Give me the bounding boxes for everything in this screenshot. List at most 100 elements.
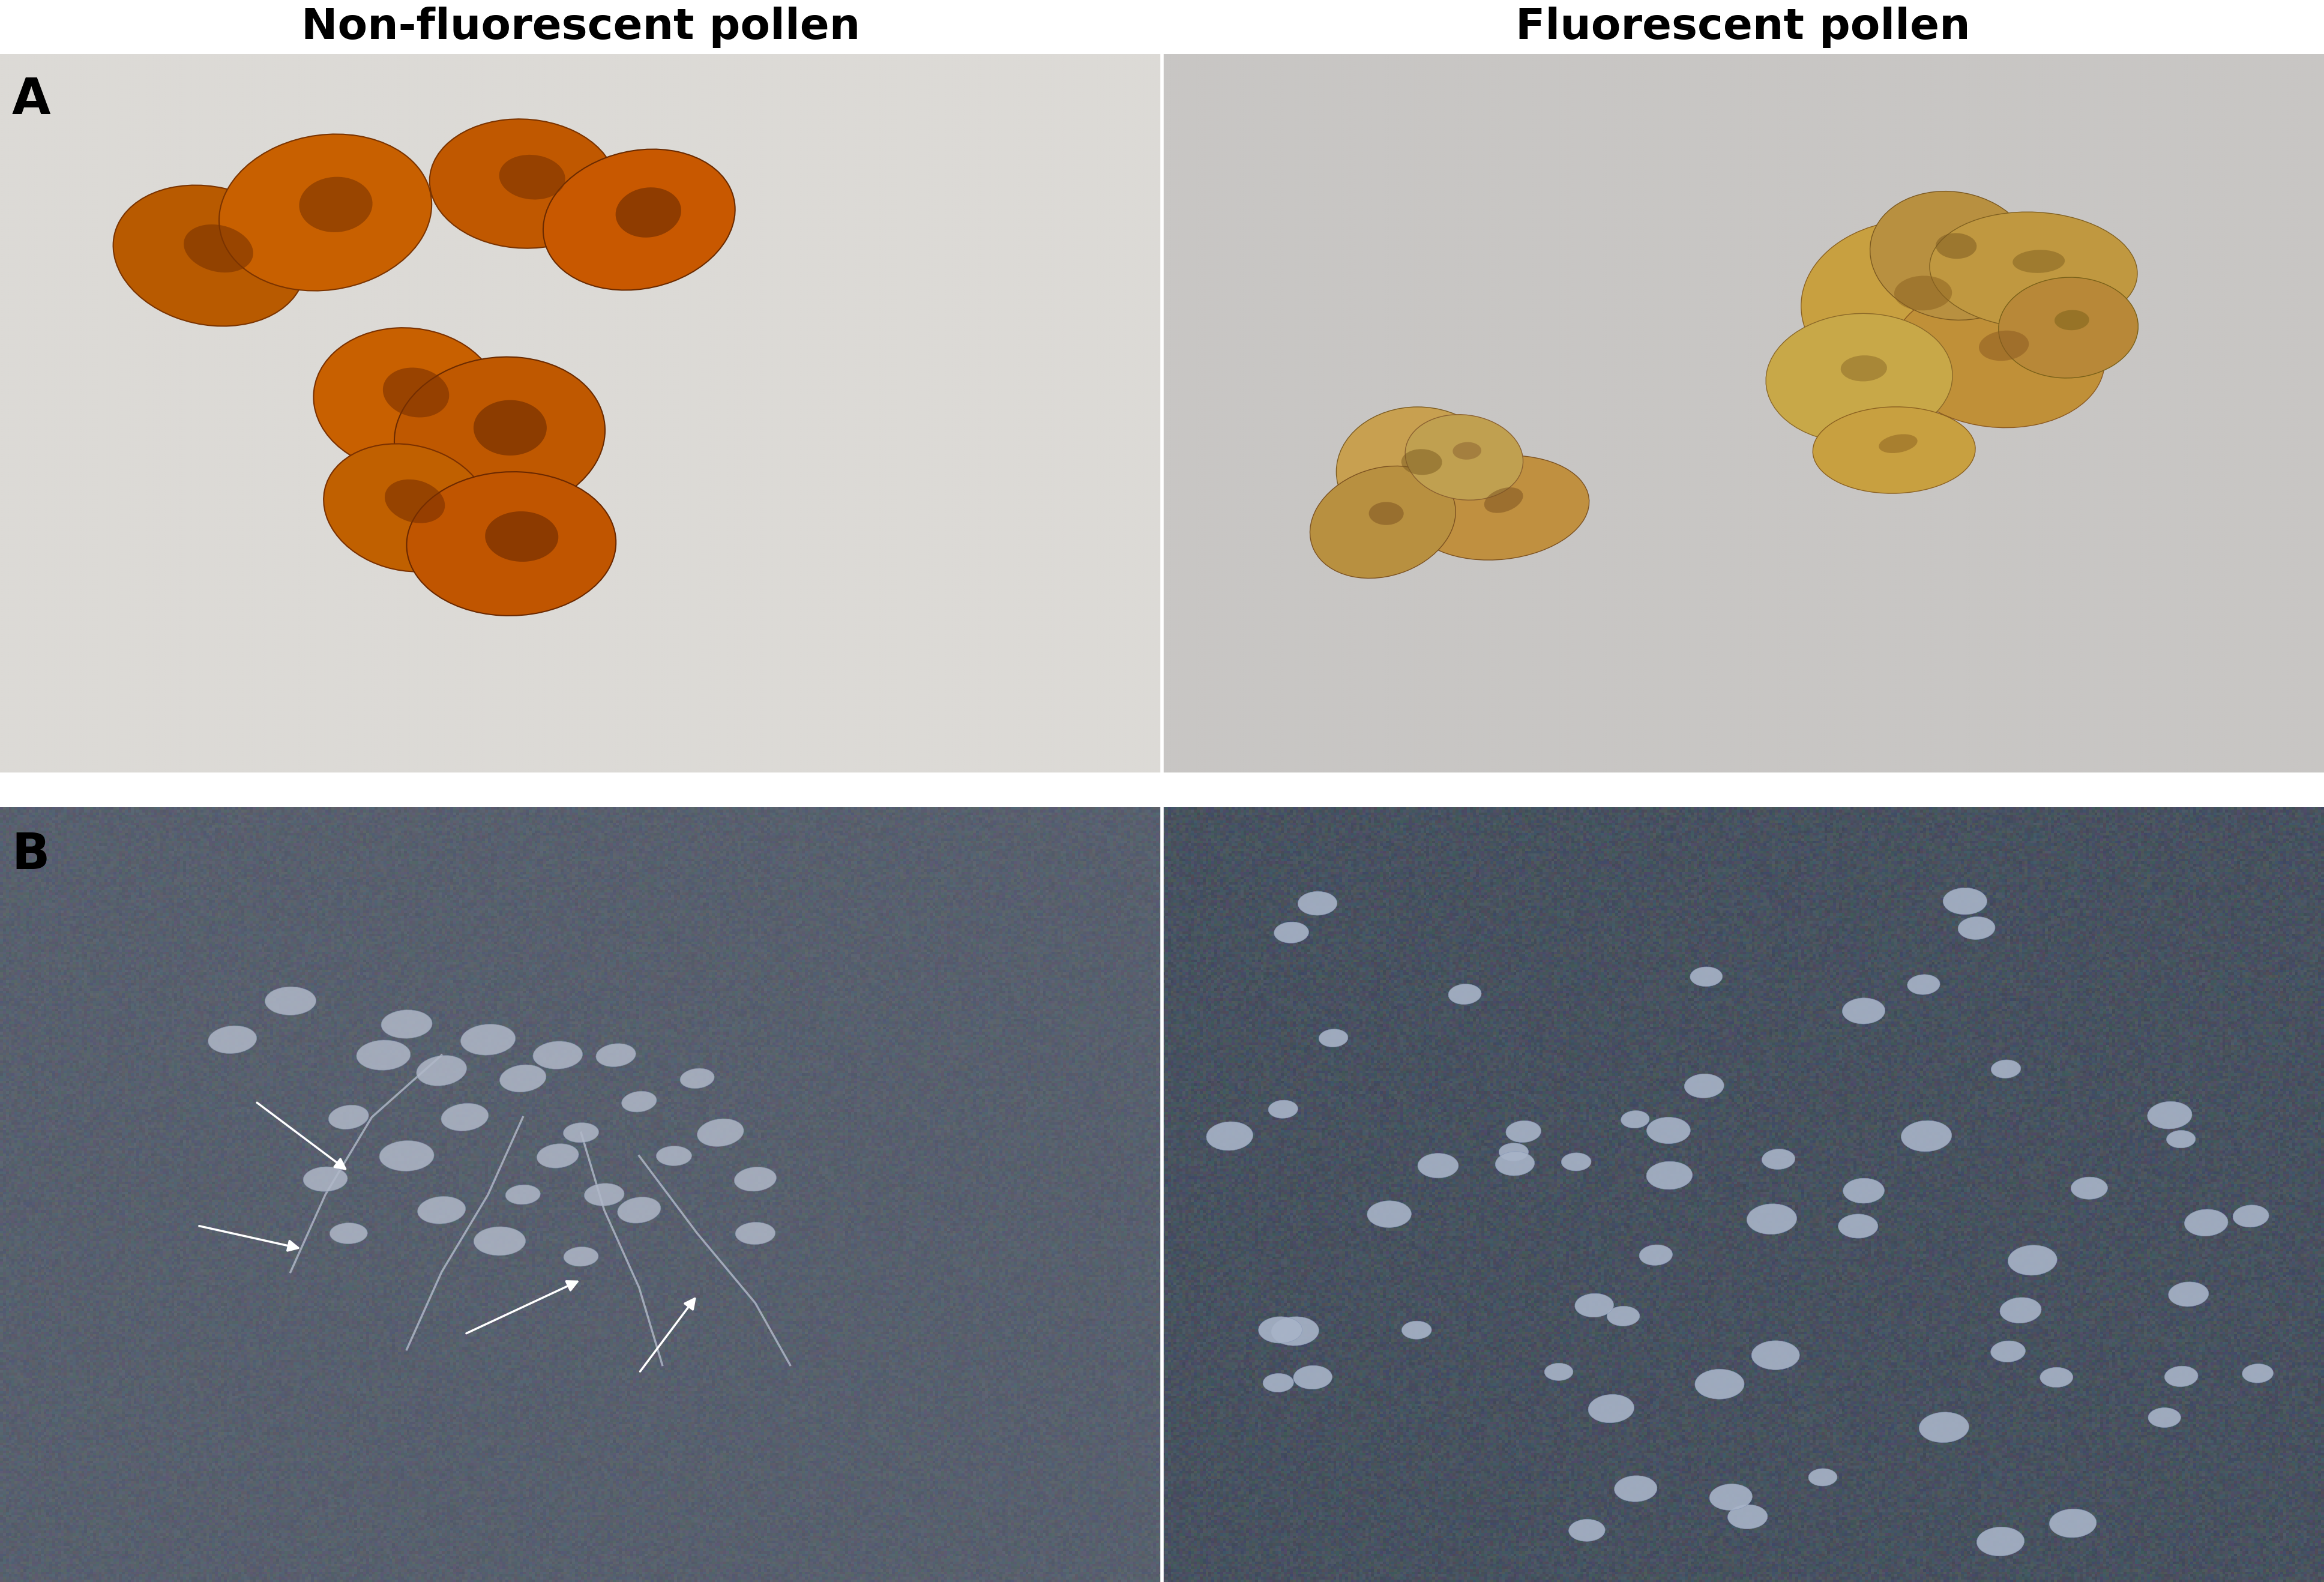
Ellipse shape bbox=[1838, 1213, 1878, 1239]
Ellipse shape bbox=[655, 1145, 693, 1166]
Ellipse shape bbox=[618, 1198, 660, 1223]
Ellipse shape bbox=[265, 987, 316, 1016]
Ellipse shape bbox=[2243, 1364, 2273, 1383]
Ellipse shape bbox=[1894, 275, 1952, 310]
Ellipse shape bbox=[1801, 220, 2034, 392]
Ellipse shape bbox=[1418, 1153, 1459, 1179]
Ellipse shape bbox=[1892, 285, 2106, 427]
Ellipse shape bbox=[1569, 1519, 1606, 1541]
Ellipse shape bbox=[1494, 1152, 1534, 1175]
Ellipse shape bbox=[544, 149, 734, 290]
Ellipse shape bbox=[2040, 1367, 2073, 1387]
Ellipse shape bbox=[1694, 1368, 1745, 1398]
Ellipse shape bbox=[565, 1247, 597, 1266]
Text: Fluorescent pollen: Fluorescent pollen bbox=[1515, 6, 1971, 47]
Ellipse shape bbox=[1606, 1307, 1641, 1326]
Ellipse shape bbox=[621, 1092, 658, 1112]
Ellipse shape bbox=[697, 1118, 744, 1147]
Ellipse shape bbox=[114, 185, 304, 326]
Ellipse shape bbox=[1710, 1484, 1752, 1511]
Ellipse shape bbox=[2008, 1245, 2057, 1275]
Ellipse shape bbox=[486, 511, 558, 562]
Ellipse shape bbox=[2168, 1281, 2208, 1307]
Ellipse shape bbox=[1297, 891, 1336, 916]
Ellipse shape bbox=[300, 177, 372, 233]
Ellipse shape bbox=[1762, 1149, 1794, 1169]
Ellipse shape bbox=[1271, 1316, 1318, 1346]
Ellipse shape bbox=[681, 1068, 713, 1088]
Ellipse shape bbox=[1452, 441, 1480, 460]
Ellipse shape bbox=[2001, 1297, 2040, 1323]
Ellipse shape bbox=[1813, 407, 1975, 494]
Ellipse shape bbox=[2166, 1131, 2196, 1149]
Ellipse shape bbox=[1274, 922, 1308, 943]
Ellipse shape bbox=[1499, 1144, 1529, 1161]
Ellipse shape bbox=[1727, 1504, 1769, 1528]
Ellipse shape bbox=[416, 1055, 467, 1085]
Ellipse shape bbox=[1401, 449, 1443, 475]
Ellipse shape bbox=[381, 1009, 432, 1038]
Ellipse shape bbox=[314, 327, 500, 471]
Ellipse shape bbox=[2164, 1367, 2199, 1387]
Ellipse shape bbox=[500, 155, 565, 199]
Ellipse shape bbox=[537, 1144, 579, 1168]
Ellipse shape bbox=[2185, 1209, 2229, 1236]
Ellipse shape bbox=[474, 400, 546, 456]
Text: B: B bbox=[12, 831, 49, 880]
Ellipse shape bbox=[1929, 212, 2138, 327]
Ellipse shape bbox=[1587, 1394, 1634, 1422]
Ellipse shape bbox=[1485, 487, 1522, 513]
Ellipse shape bbox=[1620, 1111, 1650, 1128]
Ellipse shape bbox=[1545, 1364, 1573, 1381]
Ellipse shape bbox=[395, 358, 604, 514]
Ellipse shape bbox=[2071, 1177, 2108, 1199]
Ellipse shape bbox=[1506, 1120, 1541, 1142]
Ellipse shape bbox=[209, 1025, 256, 1054]
Ellipse shape bbox=[328, 1106, 370, 1130]
Ellipse shape bbox=[1943, 888, 1987, 914]
Ellipse shape bbox=[1269, 1099, 1297, 1118]
Ellipse shape bbox=[1408, 456, 1590, 560]
Ellipse shape bbox=[1843, 998, 1885, 1024]
Ellipse shape bbox=[2050, 1509, 2096, 1538]
Ellipse shape bbox=[1318, 1028, 1348, 1047]
Ellipse shape bbox=[1260, 1316, 1301, 1343]
Ellipse shape bbox=[1841, 356, 1887, 381]
Ellipse shape bbox=[1685, 1074, 1724, 1098]
Ellipse shape bbox=[1748, 1204, 1796, 1234]
Ellipse shape bbox=[583, 1183, 625, 1205]
Ellipse shape bbox=[2147, 1408, 2180, 1427]
Ellipse shape bbox=[386, 479, 444, 524]
Ellipse shape bbox=[1645, 1161, 1692, 1190]
Ellipse shape bbox=[1262, 1373, 1294, 1392]
Ellipse shape bbox=[1978, 331, 2029, 361]
Ellipse shape bbox=[1843, 1179, 1885, 1204]
Ellipse shape bbox=[383, 367, 449, 418]
Ellipse shape bbox=[1752, 1340, 1799, 1370]
Ellipse shape bbox=[1978, 1527, 2024, 1557]
Ellipse shape bbox=[1992, 1060, 2022, 1077]
Ellipse shape bbox=[1336, 407, 1499, 536]
Ellipse shape bbox=[1367, 1201, 1411, 1228]
Ellipse shape bbox=[1401, 1321, 1432, 1338]
Ellipse shape bbox=[1901, 1120, 1952, 1152]
Ellipse shape bbox=[442, 1103, 488, 1131]
Ellipse shape bbox=[1576, 1294, 1613, 1318]
Text: A: A bbox=[12, 76, 51, 125]
Ellipse shape bbox=[1311, 467, 1455, 579]
Ellipse shape bbox=[1766, 313, 1952, 443]
Ellipse shape bbox=[1936, 233, 1978, 259]
Ellipse shape bbox=[734, 1168, 776, 1191]
Ellipse shape bbox=[1448, 984, 1480, 1005]
Ellipse shape bbox=[302, 1166, 349, 1191]
Ellipse shape bbox=[379, 1141, 435, 1171]
Ellipse shape bbox=[407, 471, 616, 615]
Ellipse shape bbox=[1369, 501, 1404, 525]
Ellipse shape bbox=[1959, 916, 1994, 940]
Ellipse shape bbox=[562, 1123, 600, 1142]
Ellipse shape bbox=[460, 1024, 516, 1055]
Ellipse shape bbox=[2054, 310, 2089, 331]
Ellipse shape bbox=[1648, 1117, 1690, 1144]
Ellipse shape bbox=[430, 119, 616, 248]
Ellipse shape bbox=[1920, 1413, 1968, 1443]
